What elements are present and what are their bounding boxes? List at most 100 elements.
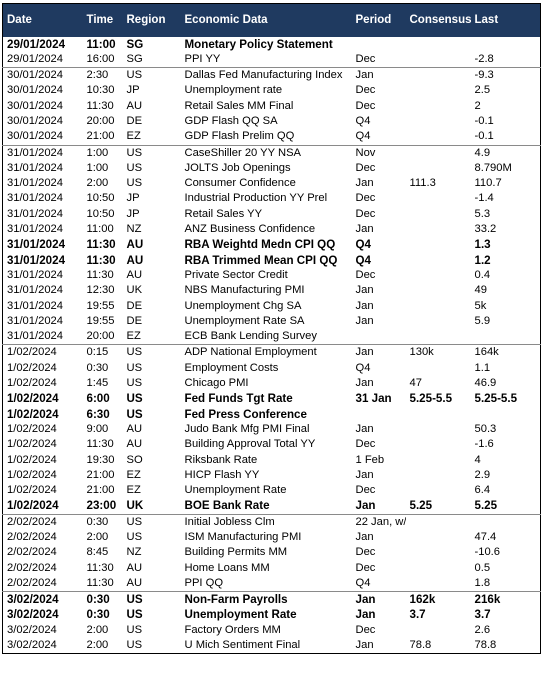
cell-consensus	[406, 422, 471, 437]
table-row: 1/02/2024 9:00 AU Judo Bank Mfg PMI Final Ja…	[3, 422, 541, 437]
cell-date: 31/01/2024	[7, 238, 66, 252]
table-row: 1/02/2024 1:45 US Chicago PMI Jan 47 46.9	[3, 376, 541, 391]
table-row: 3/02/2024 2:00 US Factory Orders MM Dec 2.6	[3, 623, 541, 638]
header-period: Period	[355, 14, 392, 27]
cell-economic-data: BOE Bank Rate	[184, 499, 270, 513]
cell-date: 30/01/2024	[7, 130, 63, 143]
table-row: 31/01/2024 11:30 AU RBA Trimmed Mean CPI QQ…	[3, 253, 541, 268]
cell-region: NZ	[126, 223, 142, 236]
cell-region: JP	[126, 192, 140, 205]
cell-last: 47.4	[474, 531, 497, 543]
cell-time: 21:00	[86, 484, 115, 497]
cell-region: JP	[126, 207, 140, 220]
cell-consensus	[406, 437, 471, 452]
cell-date: 29/01/2024	[7, 37, 66, 51]
cell-date: 31/01/2024	[7, 299, 63, 312]
table-row: 2/02/2024 11:30 AU Home Loans MM Dec 0.5	[3, 561, 541, 576]
cell-region: US	[126, 608, 143, 622]
cell-date: 3/02/2024	[7, 608, 59, 622]
cell-region: SG	[126, 37, 144, 51]
cell-period: Jan	[355, 468, 374, 481]
cell-date: 31/01/2024	[7, 330, 63, 343]
cell-economic-data: GDP Flash QQ SA	[184, 114, 278, 127]
table-header: Date Time Region Economic Data Period Co…	[2, 3, 541, 37]
cell-period: Dec	[355, 52, 376, 65]
cell-date: 1/02/2024	[7, 468, 57, 481]
cell-time: 2:00	[86, 177, 109, 190]
cell-time: 2:00	[86, 623, 109, 636]
cell-time: 6:00	[86, 392, 110, 406]
cell-consensus	[406, 407, 471, 422]
cell-time: 11:30	[86, 438, 114, 451]
cell-economic-data: Private Sector Credit	[184, 268, 288, 281]
cell-economic-data: Unemployment Chg SA	[184, 299, 302, 312]
cell-date: 31/01/2024	[2, 144, 83, 161]
cell-consensus	[406, 237, 471, 252]
table-row: 30/01/2024 2:30 US Dallas Fed Manufacturing…	[2, 67, 541, 84]
cell-period: Q4	[355, 114, 371, 127]
header-consensus: Consensus	[409, 14, 472, 27]
table-row: 30/01/2024 11:30 AU Retail Sales MM Final De…	[3, 99, 541, 114]
cell-date: 31/01/2024	[7, 223, 63, 236]
cell-consensus: 130k	[405, 344, 471, 361]
cell-date: 3/02/2024	[7, 623, 57, 636]
cell-last: 2.9	[474, 468, 491, 481]
cell-period: Q4	[355, 253, 371, 267]
cell-economic-data: ECB Bank Lending Survey	[184, 330, 317, 343]
cell-economic-data: Riksbank Rate	[184, 453, 258, 466]
cell-last: 46.9	[474, 377, 497, 390]
table-row: 30/01/2024 10:30 JP Unemployment rate Dec 2.5	[3, 83, 541, 98]
cell-last: 216k	[470, 591, 541, 608]
cell-time: 8:45	[86, 546, 109, 559]
cell-economic-data: Industrial Production YY Prel	[184, 192, 328, 205]
cell-period: Jan	[351, 344, 406, 361]
table-row: 1/02/2024 0:30 US Employment Costs Q4 1.1	[3, 361, 541, 376]
cell-period: Jan	[355, 284, 374, 297]
cell-period: 31 Jan	[355, 392, 392, 406]
cell-date: 31/01/2024	[7, 161, 63, 174]
table-row: 3/02/2024 2:00 US U Mich Sentiment Final Jan…	[3, 638, 541, 654]
cell-period: Jan	[355, 608, 376, 622]
table-row: 29/01/2024 11:00 SG Monetary Policy Stateme…	[3, 37, 541, 52]
cell-time: 1:00	[86, 161, 109, 174]
cell-region: DE	[126, 299, 143, 312]
cell-economic-data: Unemployment rate	[184, 84, 283, 97]
cell-date: 1/02/2024	[7, 453, 57, 466]
cell-economic-data: Factory Orders MM	[184, 623, 281, 636]
cell-time: 21:00	[86, 130, 115, 143]
economic-calendar-table: Date Time Region Economic Data Period Co…	[2, 3, 541, 655]
cell-region: DE	[126, 114, 143, 127]
cell-region: NZ	[126, 546, 142, 559]
cell-time: 19:55	[86, 299, 115, 312]
cell-date: 31/01/2024	[7, 207, 63, 220]
cell-economic-data: RBA Weightd Medn CPI QQ	[184, 238, 336, 252]
cell-time: 1:00	[82, 144, 123, 161]
header-region: Region	[126, 14, 166, 27]
cell-last: 50.3	[474, 422, 497, 435]
cell-consensus	[406, 483, 471, 498]
cell-economic-data: Unemployment Rate SA	[184, 314, 305, 327]
cell-region: US	[122, 144, 181, 161]
cell-last	[470, 513, 541, 530]
cell-economic-data: Non-Farm Payrolls	[180, 591, 352, 608]
table-row: 1/02/2024 23:00 UK BOE Bank Rate Jan 5.25 5.25	[3, 498, 541, 514]
cell-economic-data: CaseShiller 20 YY NSA	[180, 144, 352, 161]
cell-date: 1/02/2024	[7, 361, 57, 374]
cell-time: 2:30	[82, 67, 123, 84]
cell-last: 5.9	[474, 314, 491, 327]
cell-date: 31/01/2024	[7, 268, 63, 281]
cell-time: 11:30	[86, 561, 114, 574]
cell-consensus	[406, 545, 471, 560]
table-row: 1/02/2024 11:30 AU Building Approval Total …	[3, 437, 541, 452]
cell-region: US	[126, 361, 143, 374]
cell-economic-data: RBA Trimmed Mean CPI QQ	[184, 253, 338, 267]
cell-time: 10:50	[86, 207, 115, 220]
cell-period	[352, 37, 406, 52]
cell-period: Q4	[355, 130, 371, 143]
cell-region: US	[126, 392, 143, 406]
cell-last: 5k	[474, 299, 487, 312]
cell-time: 1:45	[86, 377, 109, 390]
table-row: 31/01/2024 12:30 UK NBS Manufacturing PMI Ja…	[3, 283, 541, 298]
cell-period: Jan	[351, 591, 406, 608]
cell-economic-data: NBS Manufacturing PMI	[184, 284, 305, 297]
